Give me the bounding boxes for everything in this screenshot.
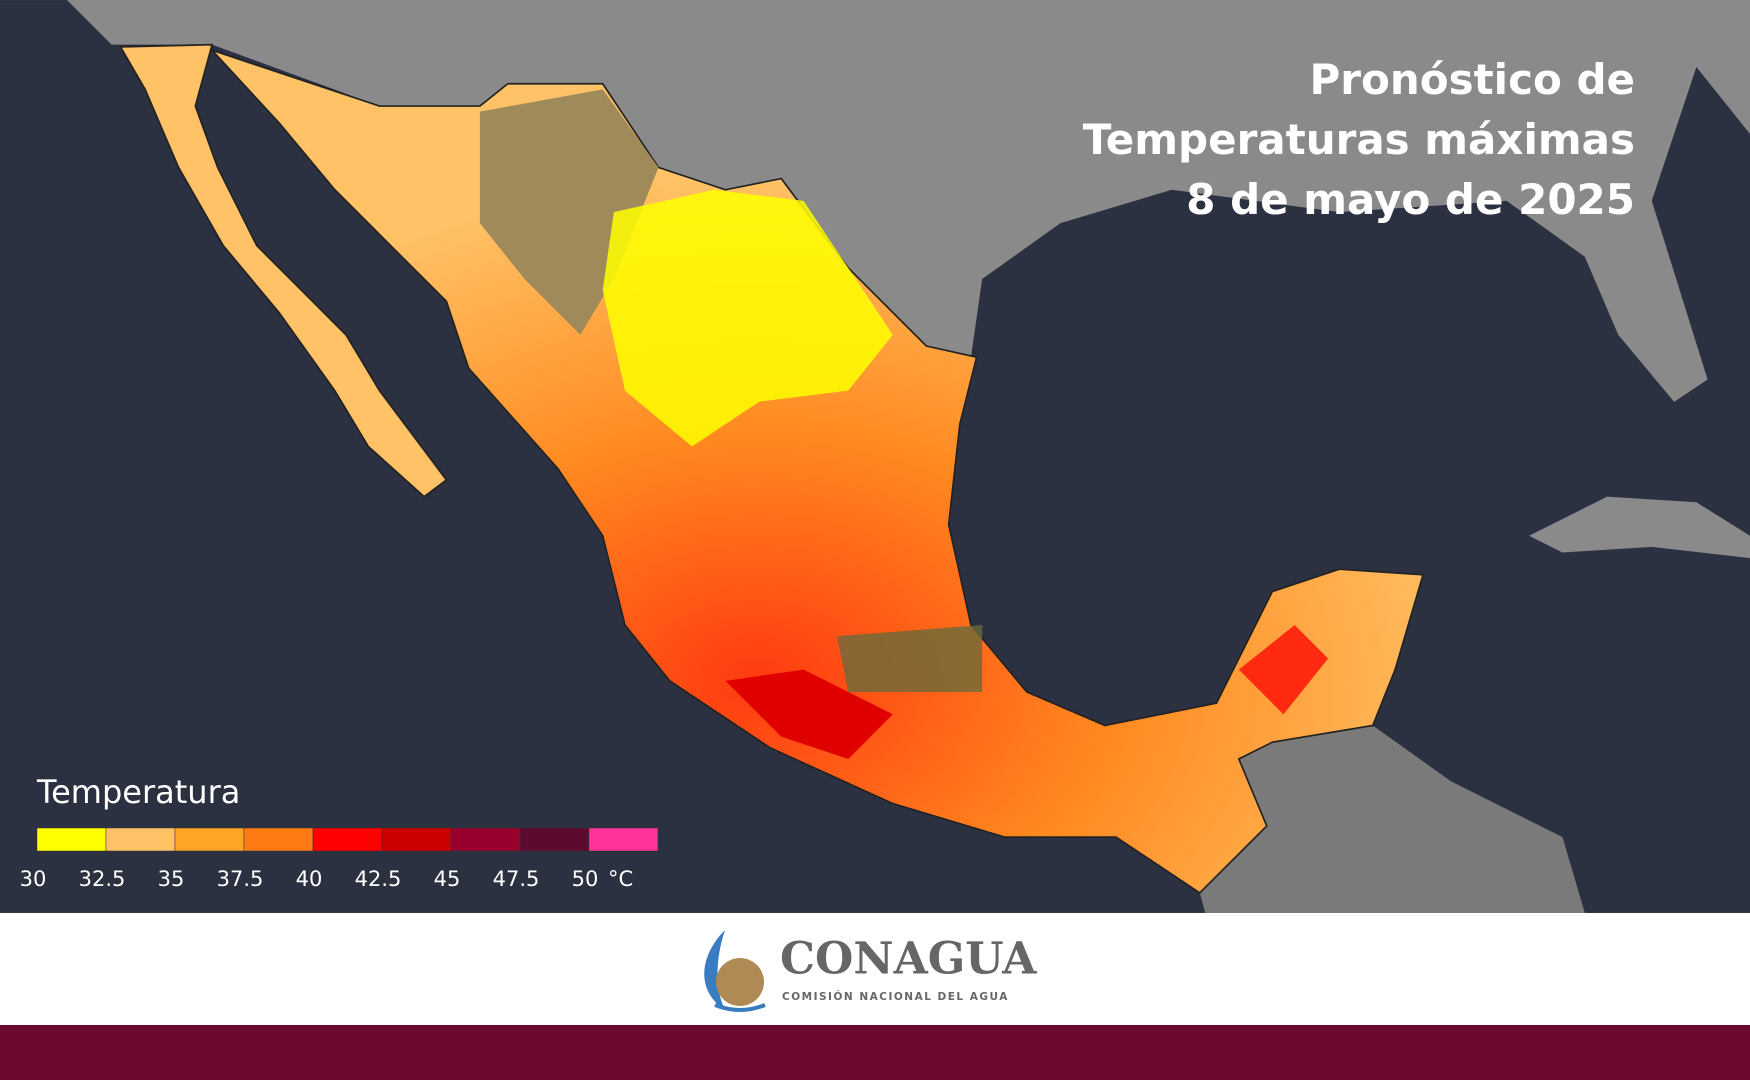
- legend-tick-label: 30: [20, 867, 47, 890]
- central-america: [1199, 725, 1585, 913]
- legend-swatch: [519, 827, 590, 852]
- logo-emblem: [716, 958, 764, 1006]
- legend-tick-label: 50: [572, 867, 599, 890]
- legend-swatch: [36, 827, 107, 852]
- legend-tick-label: 32.5: [79, 867, 126, 890]
- hot-zone: [725, 669, 893, 759]
- title-line: Pronóstico de: [1309, 55, 1636, 104]
- legend-swatch: [450, 827, 521, 852]
- logo-name: CONAGUA: [780, 934, 1037, 985]
- baja-california: [119, 43, 448, 498]
- legend-tick-label: 42.5: [355, 867, 402, 890]
- logo: CONAGUA COMISIÓN NACIONAL DEL AGUA: [704, 930, 1037, 1012]
- legend-tick-label: 37.5: [217, 867, 264, 890]
- title-line: Temperaturas máximas: [1082, 115, 1635, 164]
- footer-bar: [0, 1025, 1750, 1080]
- logo-subtitle: COMISIÓN NACIONAL DEL AGUA: [782, 990, 1009, 1003]
- legend-tick-label: 45: [434, 867, 461, 890]
- legend-tick-label: 47.5: [493, 867, 540, 890]
- legend-tick-label: 35: [158, 867, 185, 890]
- map: [0, 0, 1750, 913]
- logo-wave: [714, 1003, 766, 1012]
- legend-swatch: [174, 827, 245, 852]
- legend-title: Temperatura: [36, 773, 240, 811]
- yellow-zone: [602, 189, 893, 447]
- usa-land: [66, 0, 1750, 402]
- legend-tick-label: 40: [296, 867, 323, 890]
- legend-swatch: [105, 827, 176, 852]
- legend: Temperatura 30 32.5 35 37.5 40 42.5 45 47.5 50 °C: [20, 773, 659, 890]
- cool-zone: [837, 625, 983, 692]
- legend-swatch: [381, 827, 452, 852]
- title-line: 8 de mayo de 2025: [1186, 175, 1635, 224]
- legend-swatch: [243, 827, 314, 852]
- cuba: [1529, 496, 1750, 559]
- legend-unit: °C: [608, 867, 633, 890]
- legend-swatch: [588, 827, 659, 852]
- legend-swatch: [312, 827, 383, 852]
- logo-drop: [704, 930, 725, 1010]
